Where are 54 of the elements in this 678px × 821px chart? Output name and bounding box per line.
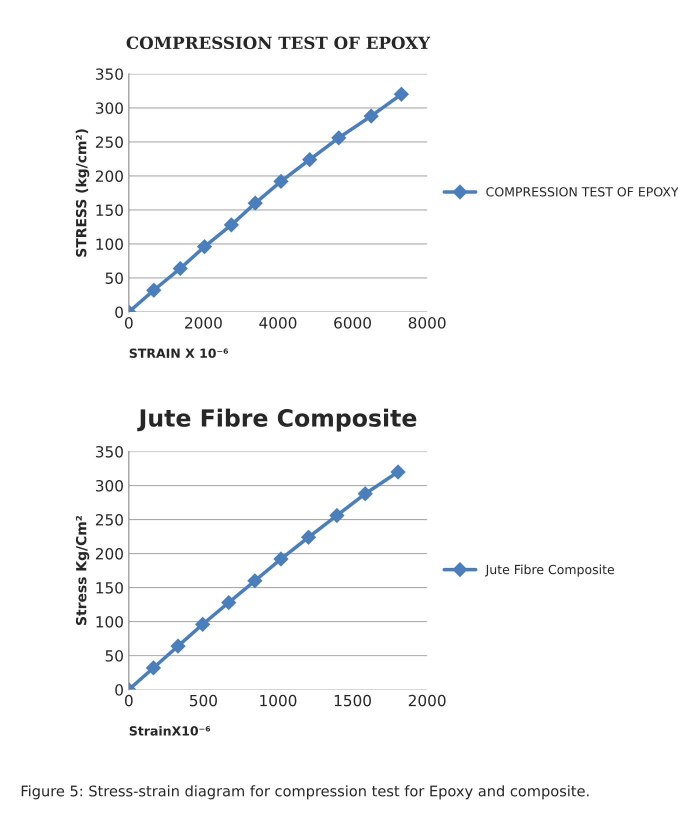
y-tick-label: 250	[96, 136, 123, 148]
x-axis-title: STRAIN X 10⁻⁶	[130, 348, 228, 358]
y-axis-title: STRESS (kg/cm²)	[76, 129, 90, 257]
x-tick-label: 4000	[259, 317, 296, 329]
legend-label: Jute Fibre Composite	[484, 564, 614, 577]
y-tick-label: 100	[96, 238, 123, 250]
x-tick-label: 0	[124, 694, 133, 706]
y-tick-label: 200	[96, 548, 123, 560]
y-tick-label: 50	[106, 650, 123, 662]
point	[330, 508, 344, 523]
y-tick-label: 350	[96, 68, 123, 80]
caption: Figure 5: Stress-strain diagram for compression test for Epoxy and composite.	[22, 785, 589, 800]
point	[172, 261, 188, 276]
x-tick-label: 2000	[185, 317, 222, 329]
y-tick-label: 150	[96, 582, 123, 594]
point	[302, 152, 318, 167]
x-tick-label: 1500	[334, 694, 371, 706]
y-axis-title: Stress Kg/Cm²	[76, 516, 90, 625]
x-tick-label: 500	[190, 694, 217, 706]
point	[394, 86, 409, 102]
y-tick-label: 200	[96, 170, 123, 182]
point	[390, 464, 406, 480]
point	[364, 108, 379, 124]
chart-title: COMPRESSION TEST OF EPOXY	[126, 36, 430, 50]
point	[221, 595, 236, 610]
y-tick-label: 50	[106, 272, 123, 284]
point	[146, 660, 161, 676]
y-tick-label: 300	[96, 480, 123, 492]
point	[197, 239, 212, 254]
y-tick-label: 150	[96, 204, 123, 216]
point	[247, 573, 262, 588]
x-tick-label: 8000	[408, 317, 446, 329]
chart-title: Jute Fibre Composite	[137, 408, 416, 432]
point	[274, 174, 288, 189]
x-tick-label: 1000	[260, 694, 296, 706]
y-tick-label: 0	[115, 684, 123, 696]
x-tick-label: 6000	[334, 317, 371, 329]
point	[248, 196, 263, 211]
x-axis-title: StrainX10⁻⁶	[130, 726, 210, 736]
y-tick-label: 100	[96, 616, 123, 628]
point	[170, 638, 186, 654]
point	[146, 282, 162, 298]
x-tick-label: 0	[124, 317, 133, 329]
y-tick-label: 0	[115, 306, 123, 318]
y-tick-label: 350	[96, 446, 123, 458]
point	[195, 616, 210, 632]
y-tick-label: 300	[96, 102, 123, 114]
point	[331, 130, 346, 146]
x-tick-label: 2000	[408, 694, 446, 706]
point	[224, 218, 239, 232]
point	[358, 486, 373, 502]
point	[301, 530, 316, 545]
point	[274, 552, 288, 566]
y-tick-label: 250	[96, 514, 123, 526]
